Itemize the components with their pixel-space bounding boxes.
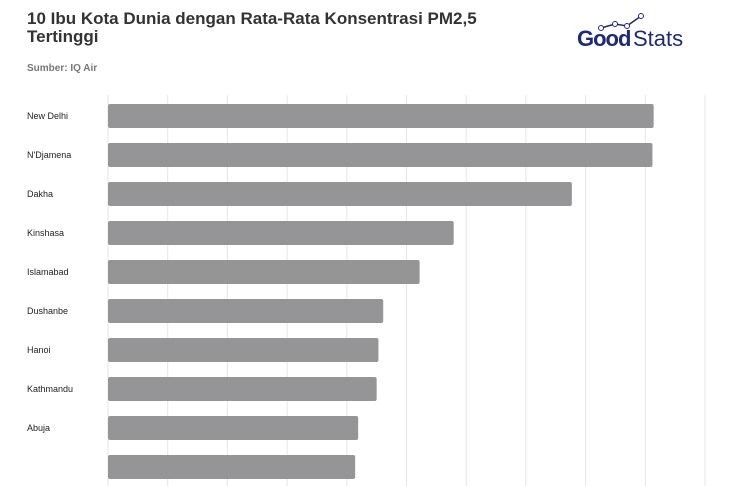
category-label: Hanoi xyxy=(27,345,51,355)
bar xyxy=(108,182,572,206)
bar xyxy=(108,338,379,362)
bar xyxy=(108,377,377,401)
category-label: New Delhi xyxy=(27,111,68,121)
chart-title: 10 Ibu Kota Dunia dengan Rata-Rata Konse… xyxy=(27,9,477,46)
bar-chart: New Delhi N'Djamena Dakha Kinshasa Islamabad… xyxy=(27,95,706,486)
goodstats-logo: Good Stats xyxy=(577,12,697,52)
bar xyxy=(108,416,359,440)
category-label: Dakha xyxy=(27,189,53,199)
logo-line-icon xyxy=(598,13,644,31)
category-label: N'Djamena xyxy=(27,150,71,160)
category-label: Abuja xyxy=(27,423,50,433)
chart-source: Sumber: IQ Air xyxy=(27,63,98,74)
bar xyxy=(108,143,653,167)
category-label: Kinshasa xyxy=(27,228,64,238)
category-label: Islamabad xyxy=(27,267,69,277)
category-label: Dushanbe xyxy=(27,306,68,316)
bar xyxy=(108,299,384,323)
bar xyxy=(108,221,454,245)
bar xyxy=(108,104,654,128)
category-label: Kathmandu xyxy=(27,384,73,394)
bar xyxy=(108,260,420,284)
bar xyxy=(108,455,356,479)
